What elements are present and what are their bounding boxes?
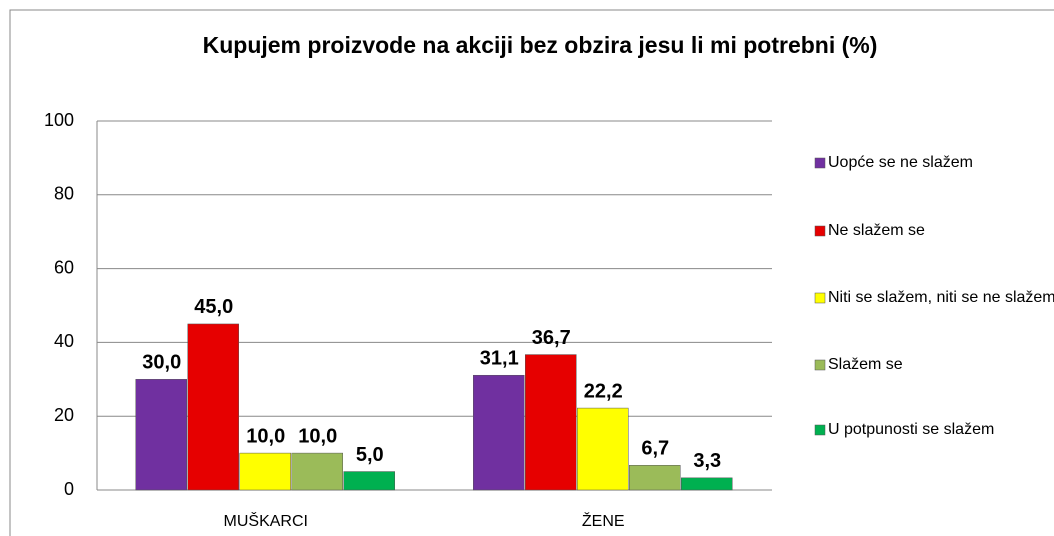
bar — [343, 471, 395, 491]
data-label: 31,1 — [480, 348, 519, 370]
legend-label: Slažem se — [828, 356, 903, 373]
bar — [187, 323, 239, 491]
bar — [525, 354, 577, 491]
data-label: 10,0 — [298, 425, 337, 447]
data-label: 30,0 — [142, 352, 181, 374]
y-tick-label: 20 — [54, 405, 74, 425]
legend-label: Niti se slažem, niti se ne slažem — [828, 289, 1054, 306]
data-label: 22,2 — [584, 380, 623, 402]
data-label: 5,0 — [356, 444, 384, 466]
legend-swatch — [814, 292, 826, 304]
y-tick-label: 40 — [54, 331, 74, 351]
bar — [629, 465, 681, 491]
chart-title: Kupujem proizvode na akciji bez obzira j… — [203, 32, 878, 58]
legend-label: Uopće se ne slažem — [828, 154, 973, 171]
y-tick-label: 100 — [44, 110, 74, 130]
legend-swatch — [814, 225, 826, 237]
data-label: 45,0 — [194, 296, 233, 318]
data-label: 36,7 — [532, 327, 571, 349]
legend-label: Ne slažem se — [828, 222, 925, 239]
bar — [473, 374, 525, 491]
bar — [239, 452, 291, 491]
legend-swatch — [814, 359, 826, 371]
x-tick-label: MUŠKARCI — [224, 511, 308, 530]
x-tick-label: ŽENE — [582, 511, 625, 530]
data-label: 10,0 — [246, 425, 285, 447]
bar — [577, 407, 629, 491]
bar — [291, 452, 343, 491]
y-tick-label: 60 — [54, 257, 74, 277]
y-tick-label: 80 — [54, 184, 74, 204]
legend-swatch — [814, 424, 826, 436]
bar — [135, 379, 187, 491]
y-tick-label: 0 — [64, 479, 74, 499]
legend-swatch — [814, 157, 826, 169]
bar — [681, 477, 733, 491]
data-label: 3,3 — [693, 450, 721, 472]
legend-label: U potpunosti se slažem — [828, 421, 994, 438]
data-label: 6,7 — [641, 438, 669, 460]
